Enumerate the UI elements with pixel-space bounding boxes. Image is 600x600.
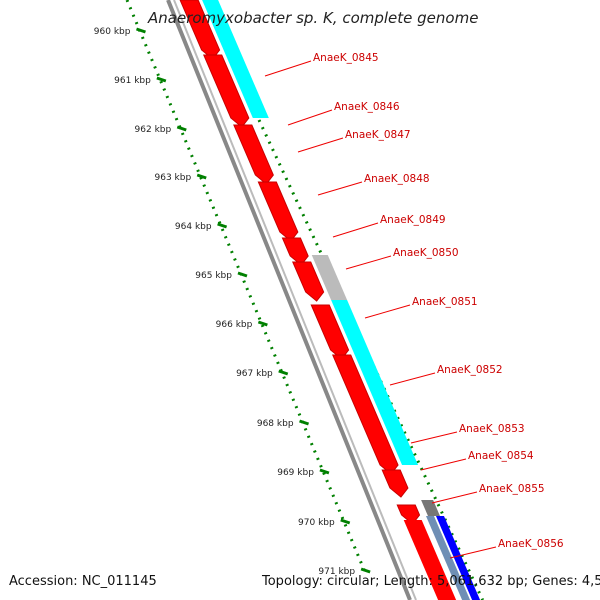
gene-leader-line bbox=[264, 60, 312, 77]
gene-leader-line bbox=[420, 458, 467, 471]
ruler-label: 968 kbp bbox=[257, 419, 294, 429]
gene-leader-line bbox=[297, 137, 344, 153]
ruler-tick bbox=[257, 320, 268, 327]
gene-label: AnaeK_0849 bbox=[380, 214, 446, 226]
gene-arrow bbox=[403, 520, 457, 600]
backbone-line bbox=[166, 0, 412, 600]
feature-gray-band bbox=[311, 255, 348, 300]
ruler-label: 970 kbp bbox=[298, 518, 335, 528]
gene-leader-line bbox=[345, 255, 392, 270]
gene-label: AnaeK_0846 bbox=[334, 101, 400, 113]
ruler-label: 963 kbp bbox=[155, 173, 192, 183]
gene-arrow bbox=[257, 181, 299, 242]
ruler-tick bbox=[176, 125, 187, 132]
accession-text: Accession: NC_011145 bbox=[9, 574, 157, 589]
ruler-label: 960 kbp bbox=[94, 27, 131, 37]
gene-label: AnaeK_0855 bbox=[479, 483, 545, 495]
ruler-tick bbox=[136, 27, 146, 34]
ruler-label: 962 kbp bbox=[135, 125, 172, 135]
map-title: Anaeromyxobacter sp. K, complete genome bbox=[148, 9, 479, 27]
feature-cyan-band bbox=[202, 0, 269, 118]
gene-arrow bbox=[233, 124, 274, 185]
ruler-tick bbox=[340, 518, 351, 525]
gene-leader-line bbox=[287, 109, 333, 126]
gene-label: AnaeK_0848 bbox=[364, 173, 430, 185]
gene-leader-line bbox=[431, 491, 478, 504]
ruler-label: 967 kbp bbox=[236, 369, 273, 379]
ruler-label: 971 kbp bbox=[318, 567, 355, 577]
ruler-tick bbox=[196, 173, 207, 180]
ruler-tick bbox=[319, 468, 330, 475]
gene-label: AnaeK_0852 bbox=[437, 364, 503, 376]
ruler-label: 965 kbp bbox=[195, 271, 232, 281]
gene-label: AnaeK_0845 bbox=[313, 52, 379, 64]
ruler-label: 966 kbp bbox=[216, 320, 253, 330]
topology-text: Topology: circular; Length: 5,061,632 bp… bbox=[262, 574, 600, 589]
gene-label: AnaeK_0856 bbox=[498, 538, 564, 550]
ruler-label: 961 kbp bbox=[114, 76, 151, 86]
gene-label: AnaeK_0850 bbox=[393, 247, 459, 259]
gene-leader-line bbox=[449, 546, 497, 559]
ruler-tick bbox=[156, 76, 167, 83]
feature-cyan-band bbox=[331, 300, 419, 465]
gene-leader-line bbox=[410, 431, 458, 444]
ruler-tick bbox=[237, 271, 248, 278]
ruler-label: 964 kbp bbox=[175, 222, 212, 232]
ruler-tick bbox=[360, 567, 371, 574]
gene-label: AnaeK_0851 bbox=[412, 296, 478, 308]
feature-blue-band bbox=[435, 516, 481, 600]
gene-arrow bbox=[202, 54, 250, 128]
gene-arrow bbox=[381, 469, 409, 498]
gene-leader-line bbox=[389, 372, 436, 386]
gene-arrow bbox=[281, 237, 309, 266]
feature-darkgray-band bbox=[421, 500, 440, 516]
gene-leader-line bbox=[364, 304, 411, 319]
ruler-tick bbox=[299, 419, 310, 426]
gene-label: AnaeK_0854 bbox=[468, 450, 534, 462]
gene-label: AnaeK_0853 bbox=[459, 423, 525, 435]
gene-arrow bbox=[292, 261, 325, 302]
ruler-tick bbox=[278, 369, 289, 376]
gene-arrow bbox=[396, 504, 421, 525]
feature-steelblue-band bbox=[425, 516, 471, 600]
gene-leader-line bbox=[317, 181, 363, 196]
backbone-shadow-line bbox=[173, 0, 417, 600]
gene-leader-line bbox=[332, 222, 379, 238]
ruler-label: 969 kbp bbox=[277, 468, 314, 478]
ruler-tick bbox=[217, 222, 228, 229]
gene-label: AnaeK_0847 bbox=[345, 129, 411, 141]
